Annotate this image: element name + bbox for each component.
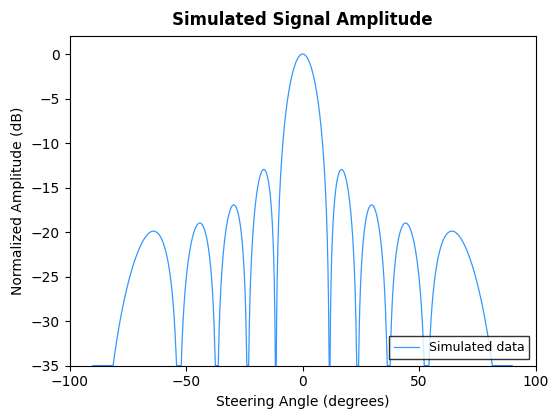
- Simulated data: [295, 55, 301, 60]
- Line: Simulated data: Simulated data: [93, 54, 512, 366]
- Simulated data: [299, 52, 306, 57]
- Legend: Simulated data: Simulated data: [389, 336, 529, 360]
- Simulated data: [487, 349, 493, 354]
- Simulated data: [90, 363, 96, 368]
- X-axis label: Steering Angle (degrees): Steering Angle (degrees): [216, 395, 389, 409]
- Title: Simulated Signal Amplitude: Simulated Signal Amplitude: [172, 11, 433, 29]
- Simulated data: [91, 363, 98, 368]
- Y-axis label: Normalized Amplitude (dB): Normalized Amplitude (dB): [11, 107, 25, 295]
- Simulated data: [509, 363, 516, 368]
- Simulated data: [115, 330, 122, 335]
- Simulated data: [172, 333, 179, 338]
- Simulated data: [107, 363, 114, 368]
